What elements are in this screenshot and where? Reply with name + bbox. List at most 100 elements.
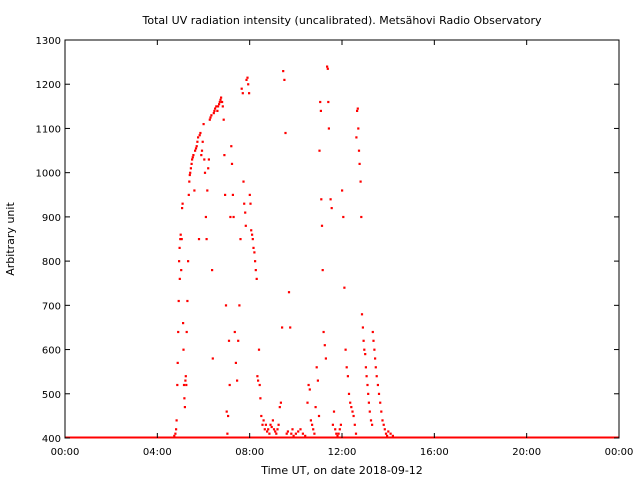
data-point <box>241 92 244 95</box>
data-point <box>355 136 358 139</box>
data-point <box>347 392 351 395</box>
data-point <box>197 238 201 241</box>
data-point <box>248 193 251 196</box>
data-point <box>386 434 389 437</box>
data-point <box>191 156 194 159</box>
data-point <box>312 428 315 431</box>
data-point <box>377 392 381 395</box>
data-point <box>345 366 348 369</box>
data-point <box>335 432 338 435</box>
data-point <box>177 330 180 334</box>
data-point <box>190 162 193 165</box>
data-point <box>207 158 210 161</box>
data-point <box>182 322 185 325</box>
data-point <box>354 432 358 435</box>
data-point <box>227 339 231 342</box>
data-point <box>228 383 231 387</box>
x-tick-label: 16:00 <box>420 447 449 458</box>
data-point <box>357 127 360 130</box>
data-point <box>260 414 263 418</box>
data-point <box>341 189 344 192</box>
data-point <box>252 246 255 249</box>
y-tick-label: 1200 <box>36 80 61 91</box>
data-point <box>367 401 370 404</box>
data-point <box>233 330 236 334</box>
data-point <box>299 428 302 431</box>
data-point <box>196 140 199 143</box>
data-point <box>307 383 310 387</box>
data-point <box>266 430 269 433</box>
data-point <box>216 109 219 112</box>
data-point <box>201 140 204 143</box>
data-point <box>356 107 359 110</box>
data-point <box>337 432 340 435</box>
data-point <box>357 149 361 152</box>
data-point <box>334 428 337 431</box>
data-point <box>360 313 364 316</box>
data-point <box>181 202 184 205</box>
data-point <box>289 326 292 329</box>
data-point <box>249 202 252 205</box>
data-point <box>200 149 204 152</box>
data-point <box>247 83 250 86</box>
data-point <box>199 131 202 135</box>
data-point <box>208 118 211 121</box>
data-point <box>320 224 324 227</box>
data-point <box>218 100 221 104</box>
data-point <box>183 397 186 400</box>
data-point <box>292 434 295 437</box>
data-point <box>184 379 187 382</box>
data-point <box>364 353 367 356</box>
data-point <box>371 423 374 426</box>
data-point <box>237 339 240 342</box>
x-tick-label: 12:00 <box>328 447 357 458</box>
data-point <box>192 154 195 157</box>
data-point <box>380 410 383 413</box>
data-point <box>374 366 377 369</box>
data-point <box>269 423 272 426</box>
data-point <box>246 76 249 79</box>
data-point <box>256 375 259 378</box>
data-point <box>352 414 355 418</box>
data-point <box>285 432 288 435</box>
data-point <box>213 109 216 112</box>
data-point <box>251 238 254 241</box>
data-point <box>223 154 226 157</box>
data-point <box>188 180 191 183</box>
data-point <box>238 304 241 307</box>
data-point <box>281 326 284 329</box>
data-point <box>178 277 181 280</box>
data-point <box>236 379 239 382</box>
data-point <box>211 269 214 272</box>
data-point <box>263 428 266 431</box>
data-point <box>188 173 191 177</box>
data-point <box>375 375 378 378</box>
data-point <box>319 100 322 104</box>
data-point <box>264 423 267 426</box>
data-point <box>204 215 207 219</box>
data-point <box>309 419 312 422</box>
data-point <box>205 238 208 241</box>
data-point <box>311 423 314 426</box>
y-axis-label: Arbitrary unit <box>4 202 17 276</box>
data-point <box>187 193 190 196</box>
data-point <box>206 189 209 192</box>
data-point <box>371 330 374 334</box>
data-point <box>301 432 304 435</box>
data-point <box>175 428 178 431</box>
x-axis-label: Time UT, on date 2018-09-12 <box>260 464 423 477</box>
data-point <box>261 423 264 426</box>
data-point <box>183 406 186 409</box>
data-point <box>268 432 271 435</box>
data-point <box>193 189 196 192</box>
data-point <box>203 171 207 174</box>
data-point <box>240 87 243 90</box>
data-point <box>277 423 280 426</box>
data-point <box>387 430 390 433</box>
data-point <box>353 423 356 426</box>
x-tick-label: 00:00 <box>51 447 80 458</box>
data-point <box>319 109 322 112</box>
data-point <box>374 357 377 360</box>
y-axis-ticks: 400 500 600 700 800 900 1000 1100 1200 1300 <box>36 36 619 445</box>
